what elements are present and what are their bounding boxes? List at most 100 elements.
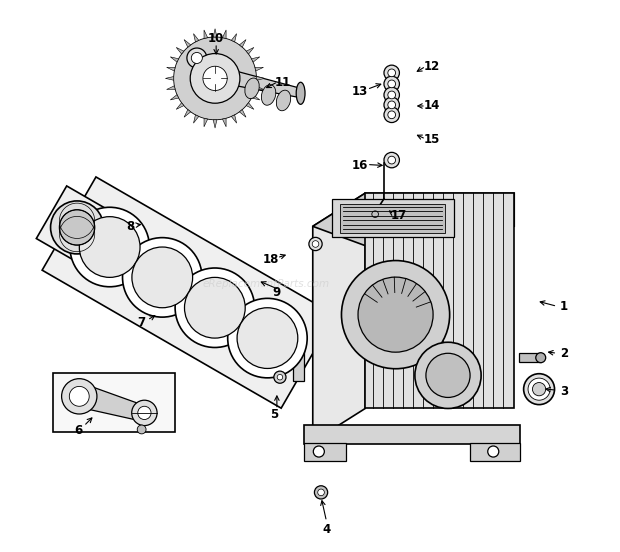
Circle shape bbox=[69, 386, 89, 406]
Polygon shape bbox=[231, 34, 237, 42]
Polygon shape bbox=[167, 86, 175, 89]
Text: 6: 6 bbox=[74, 424, 82, 437]
Circle shape bbox=[384, 152, 399, 168]
Polygon shape bbox=[37, 186, 129, 274]
Polygon shape bbox=[470, 443, 520, 461]
Circle shape bbox=[192, 52, 202, 63]
Circle shape bbox=[187, 48, 207, 68]
Ellipse shape bbox=[536, 353, 546, 363]
Text: eReplacementParts.com: eReplacementParts.com bbox=[202, 279, 329, 289]
Circle shape bbox=[203, 66, 227, 91]
Text: 14: 14 bbox=[423, 99, 440, 113]
Text: 5: 5 bbox=[270, 407, 278, 421]
Polygon shape bbox=[176, 47, 184, 54]
Circle shape bbox=[312, 241, 319, 247]
Polygon shape bbox=[239, 109, 246, 117]
Circle shape bbox=[384, 76, 399, 92]
Circle shape bbox=[132, 247, 193, 308]
Circle shape bbox=[185, 277, 246, 338]
Circle shape bbox=[228, 298, 307, 378]
Text: 12: 12 bbox=[423, 60, 440, 73]
Circle shape bbox=[384, 87, 399, 103]
Text: 3: 3 bbox=[560, 385, 568, 399]
Polygon shape bbox=[246, 103, 254, 109]
Circle shape bbox=[317, 489, 324, 496]
Text: 11: 11 bbox=[274, 76, 291, 89]
Ellipse shape bbox=[277, 90, 291, 111]
Polygon shape bbox=[365, 193, 514, 408]
Ellipse shape bbox=[262, 84, 276, 105]
Circle shape bbox=[488, 446, 498, 457]
Circle shape bbox=[528, 378, 550, 400]
Circle shape bbox=[388, 156, 396, 164]
Text: 16: 16 bbox=[352, 159, 368, 172]
Circle shape bbox=[79, 216, 140, 277]
Polygon shape bbox=[184, 40, 191, 47]
Polygon shape bbox=[246, 47, 254, 54]
Polygon shape bbox=[204, 30, 208, 39]
Ellipse shape bbox=[245, 78, 259, 99]
Circle shape bbox=[342, 261, 449, 369]
Circle shape bbox=[533, 383, 546, 396]
Text: 15: 15 bbox=[423, 132, 440, 146]
Ellipse shape bbox=[296, 82, 305, 104]
Polygon shape bbox=[184, 109, 191, 117]
Circle shape bbox=[138, 406, 151, 420]
Circle shape bbox=[190, 54, 240, 103]
Circle shape bbox=[137, 425, 146, 434]
Polygon shape bbox=[293, 348, 304, 381]
Polygon shape bbox=[255, 86, 264, 89]
Text: 2: 2 bbox=[560, 347, 568, 360]
Polygon shape bbox=[204, 118, 208, 127]
Polygon shape bbox=[252, 94, 260, 100]
Circle shape bbox=[277, 374, 283, 380]
Polygon shape bbox=[213, 29, 217, 37]
Text: 18: 18 bbox=[263, 253, 280, 266]
Text: 8: 8 bbox=[126, 220, 135, 233]
Circle shape bbox=[274, 371, 286, 383]
Circle shape bbox=[415, 342, 481, 408]
Text: 17: 17 bbox=[390, 209, 407, 222]
Circle shape bbox=[426, 353, 470, 397]
Circle shape bbox=[51, 201, 104, 254]
Polygon shape bbox=[257, 77, 265, 80]
Polygon shape bbox=[255, 67, 264, 71]
Circle shape bbox=[388, 91, 396, 99]
Circle shape bbox=[388, 80, 396, 88]
Polygon shape bbox=[223, 30, 226, 39]
Text: 9: 9 bbox=[273, 286, 281, 299]
Text: 10: 10 bbox=[208, 32, 224, 45]
Polygon shape bbox=[193, 34, 199, 42]
Circle shape bbox=[384, 65, 399, 81]
Circle shape bbox=[388, 101, 396, 109]
Circle shape bbox=[60, 210, 95, 245]
Polygon shape bbox=[42, 177, 335, 408]
Polygon shape bbox=[193, 115, 199, 123]
Text: 7: 7 bbox=[138, 316, 146, 330]
Circle shape bbox=[314, 486, 327, 499]
Circle shape bbox=[358, 277, 433, 352]
Text: 13: 13 bbox=[352, 84, 368, 98]
Polygon shape bbox=[312, 193, 365, 442]
Polygon shape bbox=[239, 40, 246, 47]
Circle shape bbox=[384, 97, 399, 113]
Polygon shape bbox=[170, 94, 179, 100]
Circle shape bbox=[174, 37, 257, 120]
Polygon shape bbox=[226, 68, 301, 98]
Circle shape bbox=[131, 400, 157, 426]
Polygon shape bbox=[166, 77, 174, 80]
Polygon shape bbox=[223, 118, 226, 127]
Polygon shape bbox=[340, 204, 445, 233]
Circle shape bbox=[372, 211, 378, 217]
Circle shape bbox=[388, 111, 396, 119]
Circle shape bbox=[61, 379, 97, 414]
Polygon shape bbox=[231, 115, 237, 123]
Text: 4: 4 bbox=[322, 523, 330, 537]
Polygon shape bbox=[176, 103, 184, 109]
Polygon shape bbox=[213, 120, 217, 128]
Circle shape bbox=[123, 238, 202, 317]
Circle shape bbox=[524, 374, 554, 405]
Polygon shape bbox=[85, 384, 141, 421]
Circle shape bbox=[309, 237, 322, 251]
Polygon shape bbox=[519, 353, 541, 362]
